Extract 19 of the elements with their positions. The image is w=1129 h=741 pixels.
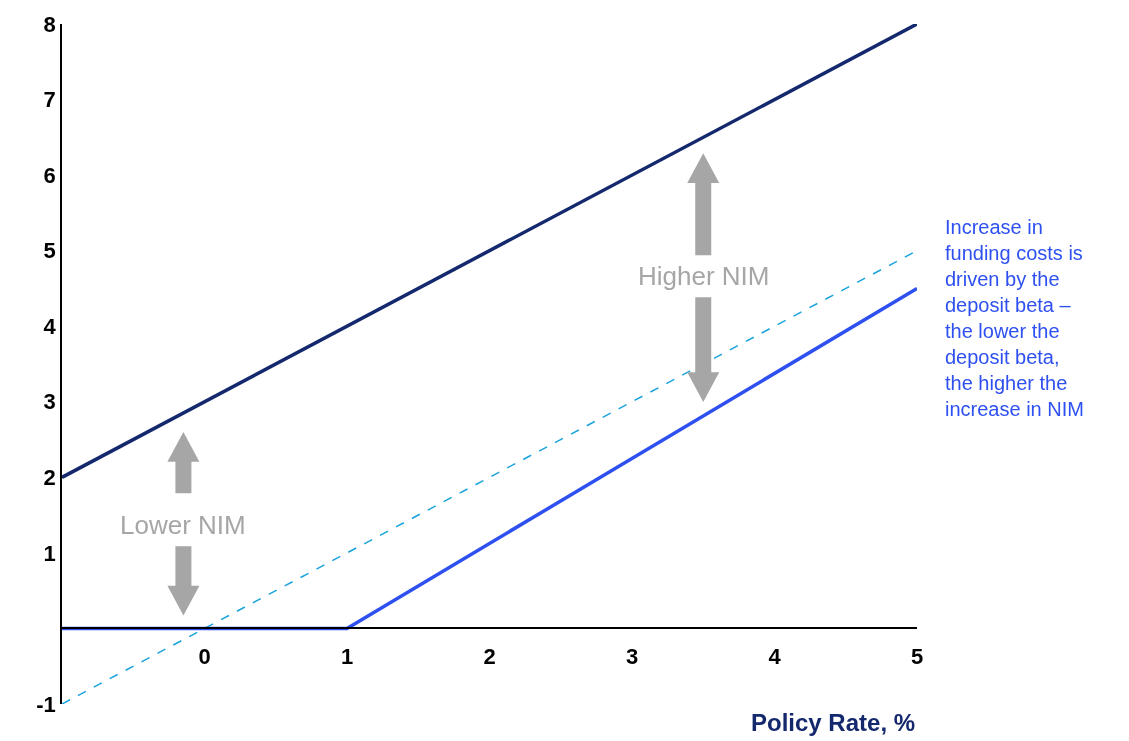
y-tick-label: 3 xyxy=(43,389,56,415)
text: Increase in funding costs is driven by the deposit beta – the lower the deposit beta, the higher the increase in NIM xyxy=(945,216,1084,420)
y-tick-label: 5 xyxy=(43,238,56,264)
x-tick-label: 3 xyxy=(625,643,639,669)
x-tick-label: 0 xyxy=(198,643,211,669)
y-tick-label: 8 xyxy=(43,11,56,37)
y-tick-label: 1 xyxy=(43,540,56,566)
x-tick-label: 5 xyxy=(910,643,924,669)
x-tick-label: 1 xyxy=(340,643,354,669)
y-tick-label: 7 xyxy=(43,87,56,113)
x-tick-label: 4 xyxy=(768,643,782,669)
y-tick-label: 6 xyxy=(43,162,56,188)
y-tick-label: 2 xyxy=(43,465,56,491)
annotation: Higher NIM xyxy=(638,261,770,291)
y-tick-label: 4 xyxy=(43,313,57,339)
y-tick-label: -1 xyxy=(36,691,56,717)
annotation: Lower NIM xyxy=(120,510,246,540)
x-axis-title: Policy Rate, % xyxy=(751,709,916,736)
x-tick-label: 2 xyxy=(483,643,496,669)
